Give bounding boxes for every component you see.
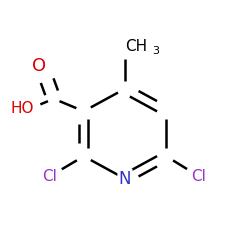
- Text: HO: HO: [11, 101, 34, 116]
- Text: Cl: Cl: [42, 169, 58, 184]
- Text: 3: 3: [152, 46, 159, 56]
- Text: N: N: [119, 170, 131, 188]
- Text: Cl: Cl: [191, 169, 206, 184]
- Text: CH: CH: [125, 39, 147, 54]
- Text: O: O: [32, 57, 46, 75]
